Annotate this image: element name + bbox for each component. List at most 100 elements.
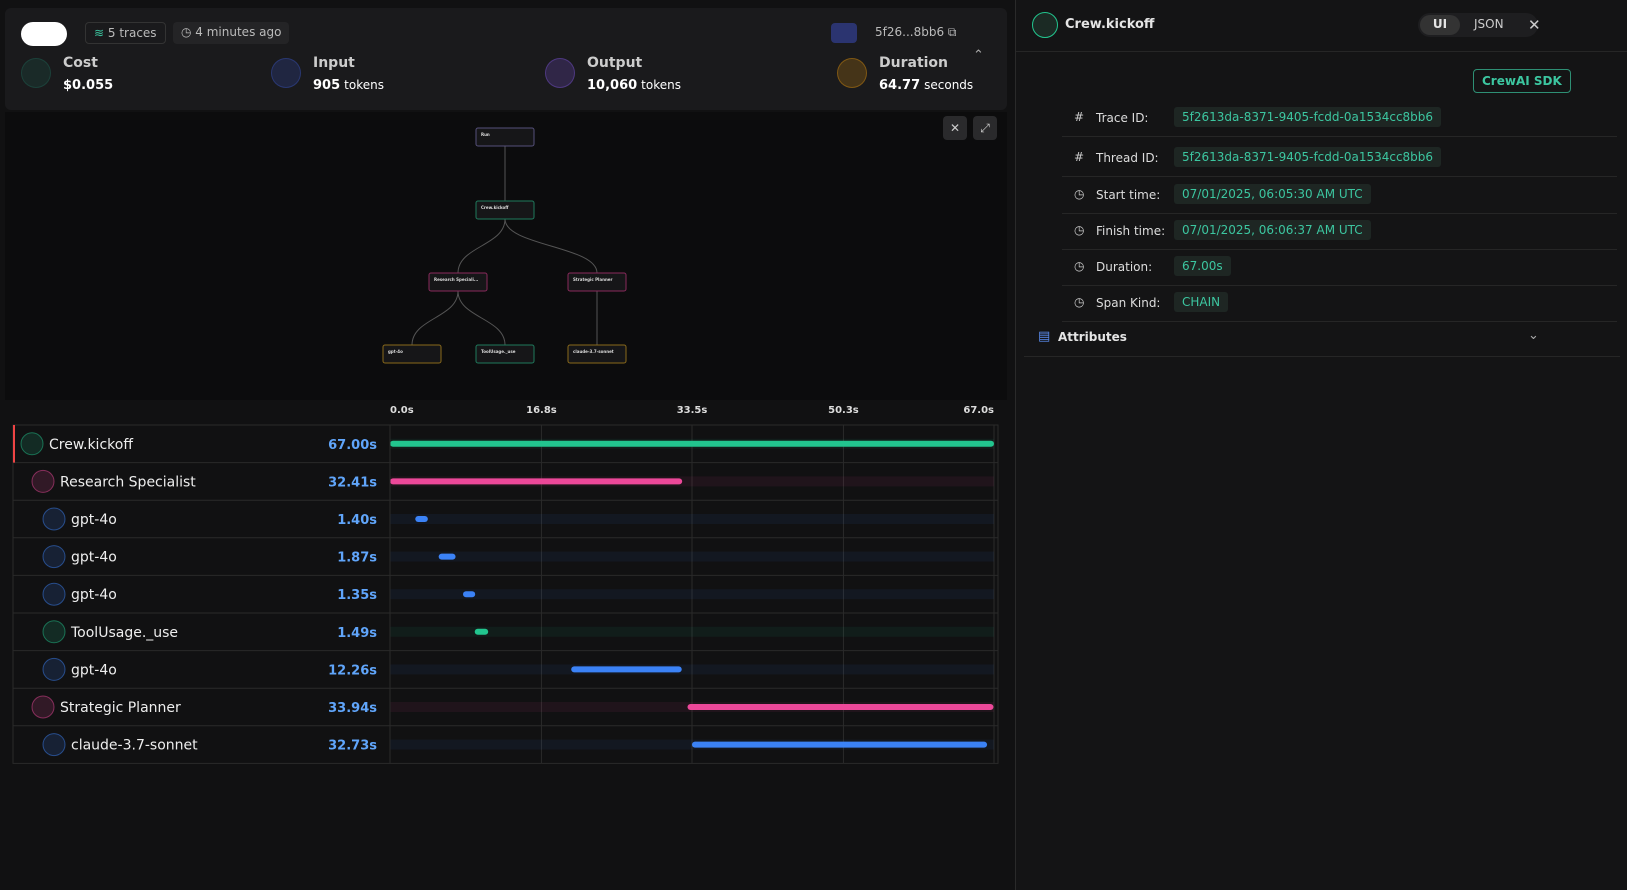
field-label: Finish time:	[1096, 224, 1165, 238]
span-icon	[43, 546, 65, 568]
span-bar	[415, 516, 428, 522]
span-bar	[692, 742, 987, 748]
field-value: 5f2613da-8371-9405-fcdd-0a1534cc8bb6	[1174, 147, 1441, 167]
time-tick-label: 16.8s	[526, 405, 557, 416]
graph-node-label: ToolUsage._use	[481, 349, 516, 354]
field-value: 5f2613da-8371-9405-fcdd-0a1534cc8bb6	[1174, 107, 1441, 127]
time-tick-label: 50.3s	[828, 405, 859, 416]
tab-json[interactable]: JSON	[1474, 17, 1504, 31]
field-label: Span Kind:	[1096, 296, 1160, 310]
traces-pill[interactable]: ≋ 5 traces	[85, 22, 166, 44]
panel-title: Crew.kickoff	[1065, 17, 1154, 32]
value: $0.055	[63, 78, 113, 93]
span-name: gpt-4o	[71, 512, 117, 528]
span-icon	[1032, 12, 1058, 38]
tabs: UI JSON	[1418, 13, 1538, 37]
unit: tokens	[344, 78, 384, 92]
span-bar	[687, 704, 993, 710]
field-label: Duration:	[1096, 260, 1152, 274]
field-row: ◷Duration:67.00s	[1062, 249, 1617, 286]
span-duration: 12.26s	[328, 663, 377, 678]
metric-icon	[271, 58, 301, 88]
metric-value: 64.77seconds	[879, 78, 973, 93]
trace-id[interactable]: 5f26...8bb6 ⧉	[875, 25, 956, 40]
field-label: Trace ID:	[1096, 111, 1148, 125]
graph-node-label: Strategic Planner	[573, 277, 612, 282]
field-row: ◷Start time:07/01/2025, 06:05:30 AM UTC	[1062, 177, 1617, 214]
span-name: gpt-4o	[71, 662, 117, 678]
span-duration: 1.40s	[337, 513, 377, 528]
graph-node	[476, 201, 534, 219]
provider-icons	[21, 22, 67, 46]
graph-node	[568, 273, 626, 291]
metric-icon	[545, 58, 575, 88]
graph-node	[476, 128, 534, 146]
attributes-row[interactable]: ▤ Attributes ⌄	[1024, 317, 1620, 357]
summary-bar: ≋ 5 traces ◷ 4 minutes ago 5f26...8bb6 ⧉…	[5, 8, 1007, 110]
close-icon: ✕	[950, 121, 960, 135]
metric-icon	[837, 58, 867, 88]
time-tick-label: 0.0s	[390, 405, 414, 416]
trace-graph: ✕ ⤢ RunCrew.kickoffResearch Speciali...S…	[5, 112, 1007, 400]
collapse[interactable]: ⌃	[973, 48, 984, 63]
graph-node-label: Run	[481, 132, 490, 137]
graph-node-label: gpt-4o	[388, 349, 403, 354]
close-panel[interactable]: ✕	[1528, 16, 1541, 34]
sdk-badge[interactable]: CrewAI SDK	[1473, 69, 1571, 93]
field-label: Start time:	[1096, 188, 1160, 202]
span-duration: 67.00s	[328, 438, 377, 453]
span-duration: 1.49s	[337, 626, 377, 641]
span-icon	[43, 583, 65, 605]
time-tick-label: 33.5s	[677, 405, 708, 416]
span-icon	[43, 508, 65, 530]
span-bar	[463, 591, 475, 597]
divider	[1016, 51, 1627, 52]
trace-short: 5f26...8bb6	[875, 25, 944, 39]
span-duration: 32.73s	[328, 739, 377, 754]
value: 64.77	[879, 78, 920, 93]
time: 4 minutes ago	[195, 25, 281, 39]
graph-node	[568, 345, 626, 363]
attributes-label: Attributes	[1058, 330, 1127, 344]
span-name: Crew.kickoff	[49, 437, 133, 453]
tab-ui[interactable]: UI	[1420, 15, 1460, 35]
span-icon	[21, 433, 43, 455]
span-bar	[390, 478, 682, 484]
graph-toggle[interactable]	[831, 23, 857, 43]
bar-track	[390, 552, 994, 562]
time-pill: ◷ 4 minutes ago	[173, 22, 289, 44]
metric-label: Duration	[879, 55, 948, 71]
span-icon	[32, 696, 54, 718]
time-tick-label: 67.0s	[963, 405, 994, 416]
field-row: #Trace ID:5f2613da-8371-9405-fcdd-0a1534…	[1062, 100, 1617, 137]
graph-node	[429, 273, 487, 291]
span-duration: 1.87s	[337, 551, 377, 566]
span-bar	[571, 666, 682, 672]
graph-edge	[458, 219, 505, 273]
attributes-icon: ▤	[1038, 329, 1050, 344]
span-bar	[390, 441, 994, 447]
span-name: ToolUsage._use	[70, 625, 178, 641]
span-bar	[439, 554, 456, 560]
span-bar	[475, 629, 488, 635]
field-label: Thread ID:	[1096, 151, 1159, 165]
field-icon: ◷	[1074, 187, 1084, 201]
field-row: ◷Span Kind:CHAIN	[1062, 285, 1617, 322]
expand-icon: ⤢	[979, 121, 990, 135]
span-icon	[32, 470, 54, 492]
metric-label: Cost	[63, 55, 98, 71]
span-icon	[43, 734, 65, 756]
span-name: gpt-4o	[71, 587, 117, 603]
field-row: ◷Finish time:07/01/2025, 06:06:37 AM UTC	[1062, 213, 1617, 250]
field-value: 67.00s	[1174, 256, 1231, 276]
span-icon	[43, 621, 65, 643]
chevron: ⌄	[1528, 328, 1539, 343]
graph-edge	[458, 291, 505, 345]
graph-node	[476, 345, 534, 363]
metric-label: Input	[313, 55, 355, 71]
field-icon: ◷	[1074, 223, 1084, 237]
metric-value: 905tokens	[313, 78, 384, 93]
bar-track	[390, 664, 994, 674]
unit: tokens	[641, 78, 681, 92]
value: 10,060	[587, 78, 637, 93]
